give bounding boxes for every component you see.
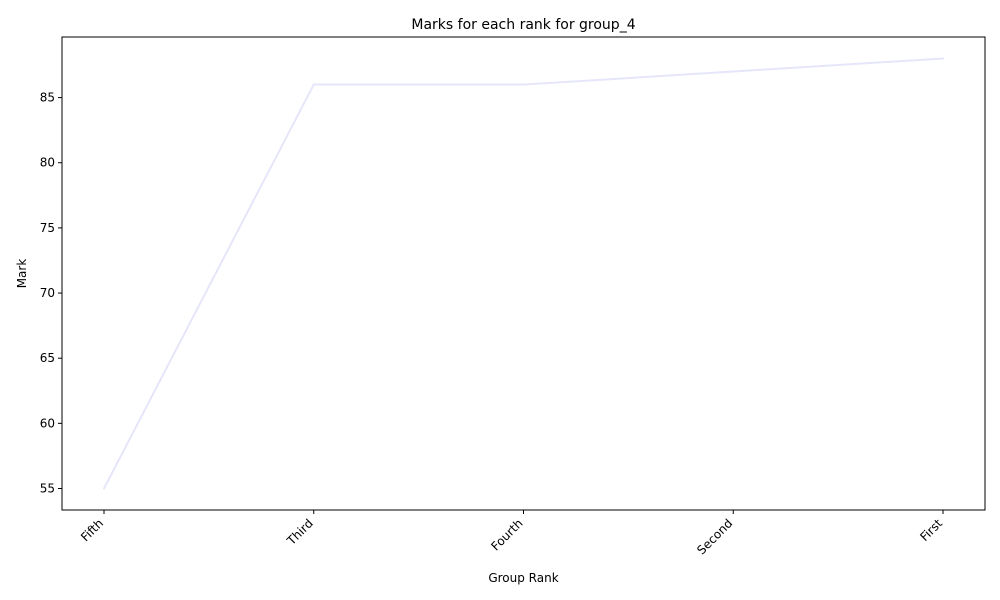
plot-frame xyxy=(61,36,986,511)
plot-marks xyxy=(103,57,944,490)
y-axis-label: Mark xyxy=(15,259,29,289)
chart-title: Marks for each rank for group_4 xyxy=(411,17,635,33)
data-point xyxy=(103,487,105,490)
data-point xyxy=(312,83,315,86)
data-point xyxy=(732,70,735,73)
data-point xyxy=(522,83,525,86)
y-tick-label: 70 xyxy=(40,286,55,300)
y-tick-label: 85 xyxy=(40,91,55,105)
y-tick-label: 65 xyxy=(40,351,55,365)
y-tick-label: 75 xyxy=(40,221,55,235)
y-tick-label: 55 xyxy=(40,482,55,496)
data-point xyxy=(942,57,944,60)
x-axis-label: Group Rank xyxy=(488,571,558,585)
y-axis: 55 60 65 70 75 80 85 xyxy=(40,91,62,496)
y-tick-label: 80 xyxy=(40,156,55,170)
y-tick-label: 60 xyxy=(40,416,55,430)
